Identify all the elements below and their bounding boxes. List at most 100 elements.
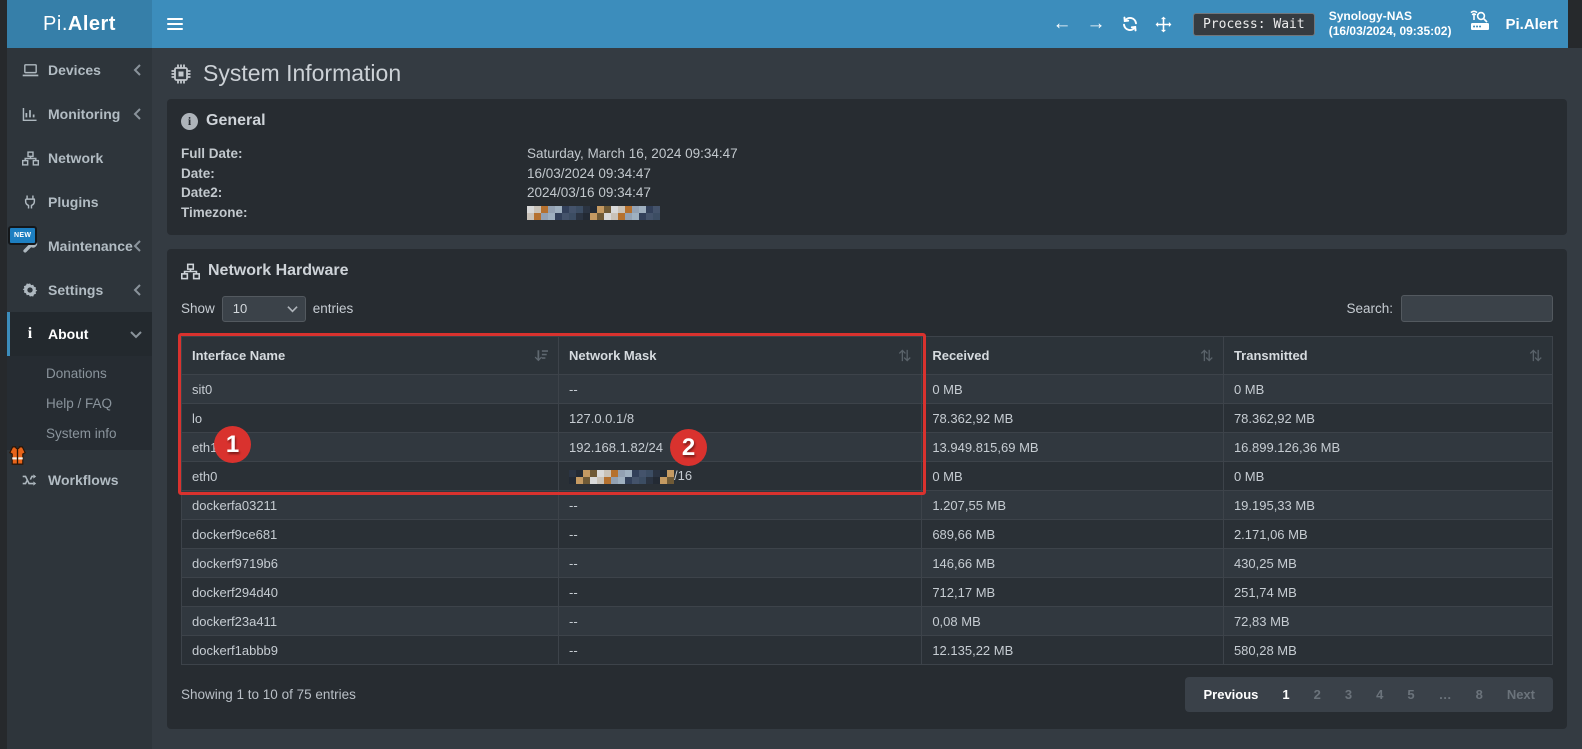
back-arrow-icon[interactable]: ←: [1052, 13, 1072, 34]
submenu-item-donations[interactable]: Donations: [46, 365, 107, 381]
show-label: Show: [181, 301, 215, 316]
general-row: Full Date: Saturday, March 16, 2024 09:34…: [181, 144, 1553, 164]
sort-updown-icon: [1529, 349, 1542, 362]
info-circle-icon: i: [181, 112, 198, 130]
pagination-page-2[interactable]: 2: [1313, 687, 1321, 702]
navbar-brand-link[interactable]: Pi.Alert: [1469, 10, 1558, 39]
search-label: Search:: [1346, 301, 1393, 316]
table-row: dockerf9ce681 -- 689,66 MB 2.171,06 MB: [180, 519, 1554, 549]
pagination-page-5[interactable]: 5: [1407, 687, 1415, 702]
cell-interface-name: eth0: [180, 461, 560, 491]
cell-interface-name: sit0: [180, 374, 560, 404]
column-header-transmitted[interactable]: Transmitted: [1222, 336, 1554, 375]
pagination-page-4[interactable]: 4: [1376, 687, 1384, 702]
sidebar-item-label: Plugins: [48, 194, 99, 210]
table-row: dockerf23a411 -- 0,08 MB 72,83 MB: [180, 606, 1554, 636]
cell-transmitted: 16.899.126,36 MB: [1222, 432, 1554, 462]
table-row: eth1 192.168.1.82/24 13.949.815,69 MB 16.89…: [180, 432, 1554, 462]
cell-received: 12.135,22 MB: [921, 635, 1224, 665]
chart-icon: [20, 107, 40, 122]
cell-transmitted: 72,83 MB: [1222, 606, 1554, 636]
general-panel: i General Full Date: Saturday, March 16, …: [167, 99, 1567, 235]
sidebar-item-monitoring[interactable]: Monitoring: [7, 92, 152, 136]
cell-network-mask: --: [558, 490, 923, 520]
column-header-interface-name[interactable]: Interface Name: [180, 336, 560, 375]
redacted-timezone-value: [527, 205, 660, 220]
search-input[interactable]: [1401, 295, 1553, 322]
cell-received: 146,66 MB: [921, 548, 1224, 578]
general-row-value: Saturday, March 16, 2024 09:34:47: [527, 146, 738, 161]
sidebar-item-workflows[interactable]: Workflows: [7, 458, 152, 502]
sidebar-item-about[interactable]: i About: [7, 312, 152, 356]
cell-network-mask: --: [558, 548, 923, 578]
general-row-value: 2024/03/16 09:34:47: [527, 185, 651, 200]
submenu-item-system-info[interactable]: System info: [46, 425, 117, 441]
sidebar-item-settings[interactable]: Settings: [7, 268, 152, 312]
general-row-value: [527, 203, 1553, 223]
router-icon: [1469, 10, 1497, 39]
app-logo[interactable]: Pi.Alert: [7, 0, 152, 48]
cell-network-mask: 127.0.0.1/8: [558, 403, 923, 433]
sidebar-item-devices[interactable]: Devices: [7, 48, 152, 92]
process-status-badge[interactable]: Process: Wait: [1192, 12, 1315, 36]
window-right-edge: [1568, 0, 1582, 48]
submenu-item-help-faq[interactable]: Help / FAQ: [46, 395, 113, 411]
cell-network-mask: /16: [558, 461, 923, 491]
table-row: dockerf1abbb9 -- 12.135,22 MB 580,28 MB: [180, 635, 1554, 665]
cell-interface-name: lo: [180, 403, 560, 433]
cell-interface-name: eth1: [180, 432, 560, 462]
table-row: eth0/16 0 MB 0 MB: [180, 461, 1554, 491]
general-row-label: Timezone:: [181, 204, 248, 220]
pagination-page-8[interactable]: 8: [1475, 687, 1483, 702]
cell-transmitted: 78.362,92 MB: [1222, 403, 1554, 433]
wrench-icon: [20, 238, 40, 254]
microchip-icon: [171, 64, 191, 83]
cell-network-mask: --: [558, 606, 923, 636]
general-row: Date: 16/03/2024 09:34:47: [181, 164, 1553, 184]
page-size-select[interactable]: 10: [221, 295, 306, 322]
column-header-received[interactable]: Received: [921, 336, 1224, 375]
sidebar-item-plugins[interactable]: Plugins: [7, 180, 152, 224]
sort-updown-icon: [899, 349, 912, 362]
network-hardware-table: Interface Name Network Mask Received Tra…: [180, 336, 1554, 665]
sidebar-item-maintenance[interactable]: Maintenance: [7, 224, 152, 268]
cell-interface-name: dockerfa03211: [180, 490, 560, 520]
pagination-page-3[interactable]: 3: [1344, 687, 1353, 702]
column-header-network-mask[interactable]: Network Mask: [558, 336, 923, 375]
pagination-previous[interactable]: Previous: [1203, 687, 1259, 702]
nh-table-body: sit0 -- 0 MB 0 MB lo 127.0.0.1/8 78.362,92 MB 7…: [180, 374, 1554, 665]
cell-received: 78.362,92 MB: [921, 403, 1224, 433]
forward-arrow-icon[interactable]: →: [1086, 13, 1106, 34]
move-fullscreen-icon[interactable]: [1147, 0, 1181, 48]
network-hardware-panel: Network Hardware Show 10 entries Search:…: [167, 249, 1567, 729]
sidebar-item-label: Workflows: [48, 472, 119, 488]
sort-updown-icon: [1200, 349, 1213, 362]
chevron-left-icon: [133, 64, 142, 76]
network-hardware-title: Network Hardware: [181, 262, 1553, 280]
pagination-next[interactable]: Next: [1506, 687, 1535, 702]
general-row: Date2: 2024/03/16 09:34:47: [181, 183, 1553, 203]
cell-received: 0 MB: [921, 461, 1224, 491]
window-left-edge: [0, 0, 7, 749]
general-row-label: Date2:: [181, 185, 223, 200]
sidebar-item-label: Monitoring: [48, 106, 121, 122]
cell-interface-name: dockerf9ce681: [180, 519, 560, 549]
sidebar-toggle-button[interactable]: [152, 0, 198, 48]
safety-vest-icon: [6, 444, 29, 472]
logo-text: Pi.Alert: [43, 12, 116, 35]
cell-network-mask: --: [558, 577, 923, 607]
table-wrap: Interface Name Network Mask Received Tra…: [178, 333, 1554, 665]
table-row: lo 127.0.0.1/8 78.362,92 MB 78.362,92 MB: [180, 403, 1554, 433]
cell-transmitted: 580,28 MB: [1222, 635, 1554, 665]
table-controls: Show 10 entries Search:: [181, 295, 1553, 322]
general-panel-title: i General: [181, 112, 1553, 130]
general-row-value: 16/03/2024 09:34:47: [527, 165, 651, 181]
table-row: dockerf294d40 -- 712,17 MB 251,74 MB: [180, 577, 1554, 607]
sidebar-item-label: Settings: [48, 282, 104, 298]
chevron-down-icon: [287, 305, 298, 312]
sidebar-item-network[interactable]: Network: [7, 136, 152, 180]
pagination-page-1[interactable]: 1: [1282, 687, 1290, 702]
refresh-icon[interactable]: [1113, 0, 1147, 48]
cell-network-mask: --: [558, 519, 923, 549]
chevron-left-icon: [133, 108, 142, 120]
